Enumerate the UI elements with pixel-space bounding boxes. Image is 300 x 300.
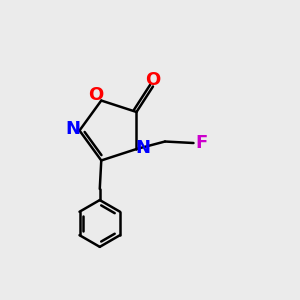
Text: O: O bbox=[88, 86, 103, 104]
Text: N: N bbox=[65, 120, 80, 138]
Text: O: O bbox=[146, 71, 160, 89]
Text: N: N bbox=[136, 139, 151, 157]
Text: F: F bbox=[196, 134, 208, 152]
